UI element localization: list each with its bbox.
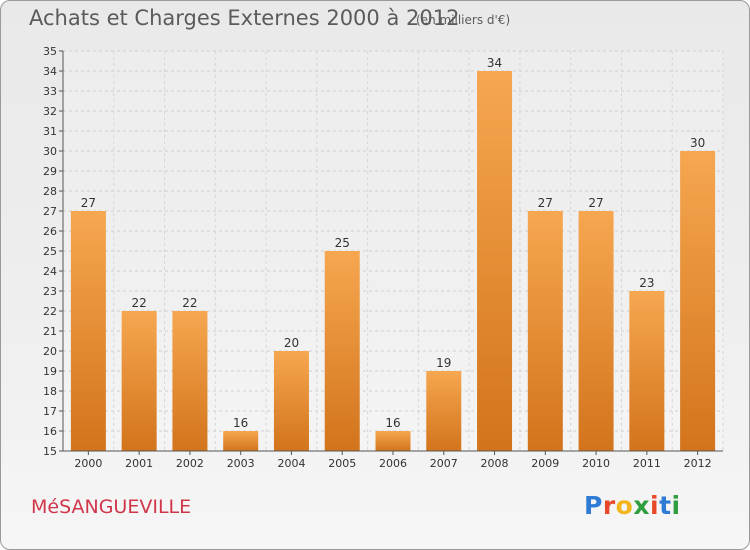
y-tick-label: 23 bbox=[43, 285, 57, 298]
x-tick-label: 2002 bbox=[176, 457, 204, 470]
y-tick-label: 17 bbox=[43, 405, 57, 418]
data-label-2004: 20 bbox=[284, 336, 299, 350]
logo-letter: r bbox=[602, 491, 616, 520]
bar-2009 bbox=[527, 211, 563, 451]
chart-subtitle: (en milliers d'€) bbox=[416, 13, 511, 27]
y-tick-label: 15 bbox=[43, 445, 57, 458]
data-label-2008: 34 bbox=[487, 56, 502, 70]
bar-2007 bbox=[426, 371, 462, 451]
bar-2002 bbox=[172, 311, 208, 451]
logo-letter: i bbox=[650, 491, 660, 520]
x-tick-label: 2006 bbox=[379, 457, 407, 470]
data-label-2007: 19 bbox=[436, 356, 451, 370]
x-tick-label: 2010 bbox=[582, 457, 610, 470]
y-tick-label: 35 bbox=[43, 45, 57, 58]
x-tick-label: 2001 bbox=[125, 457, 153, 470]
data-label-2003: 16 bbox=[233, 416, 248, 430]
y-tick-label: 22 bbox=[43, 305, 57, 318]
x-tick-label: 2011 bbox=[633, 457, 661, 470]
logo-letter: i bbox=[671, 491, 681, 520]
bar-2008 bbox=[477, 71, 513, 451]
data-label-2001: 22 bbox=[132, 296, 147, 310]
data-label-2011: 23 bbox=[639, 276, 654, 290]
y-tick-label: 16 bbox=[43, 425, 57, 438]
x-tick-label: 2007 bbox=[430, 457, 458, 470]
logo-letter: P bbox=[584, 491, 603, 520]
y-tick-label: 29 bbox=[43, 165, 57, 178]
y-tick-label: 27 bbox=[43, 205, 57, 218]
y-tick-label: 30 bbox=[43, 145, 57, 158]
data-label-2005: 25 bbox=[335, 236, 350, 250]
y-tick-label: 21 bbox=[43, 325, 57, 338]
bar-2010 bbox=[578, 211, 614, 451]
bar-2004 bbox=[273, 351, 309, 451]
chart-title: Achats et Charges Externes 2000 à 2012 bbox=[29, 6, 460, 30]
bar-2000 bbox=[70, 211, 106, 451]
y-tick-label: 26 bbox=[43, 225, 57, 238]
y-tick-label: 33 bbox=[43, 85, 57, 98]
y-tick-label: 18 bbox=[43, 385, 57, 398]
data-label-2012: 30 bbox=[690, 136, 705, 150]
y-tick-label: 31 bbox=[43, 125, 57, 138]
data-label-2010: 27 bbox=[588, 196, 603, 210]
data-label-2002: 22 bbox=[182, 296, 197, 310]
proxiti-logo: Proxiti bbox=[584, 491, 681, 520]
bar-2012 bbox=[680, 151, 716, 451]
bar-2011 bbox=[629, 291, 665, 451]
bar-2003 bbox=[223, 431, 259, 451]
commune-name: MéSANGUEVILLE bbox=[31, 496, 192, 518]
data-label-2009: 27 bbox=[538, 196, 553, 210]
x-tick-label: 2000 bbox=[74, 457, 102, 470]
x-tick-label: 2009 bbox=[531, 457, 559, 470]
y-tick-label: 19 bbox=[43, 365, 57, 378]
y-tick-label: 24 bbox=[43, 265, 57, 278]
data-label-2000: 27 bbox=[81, 196, 96, 210]
x-tick-label: 2012 bbox=[684, 457, 712, 470]
x-tick-label: 2005 bbox=[328, 457, 356, 470]
logo-letter: t bbox=[659, 491, 672, 520]
x-tick-label: 2004 bbox=[277, 457, 305, 470]
x-tick-label: 2003 bbox=[227, 457, 255, 470]
logo-letter: o bbox=[615, 491, 634, 520]
bar-2001 bbox=[121, 311, 157, 451]
y-tick-label: 20 bbox=[43, 345, 57, 358]
data-label-2006: 16 bbox=[385, 416, 400, 430]
y-tick-label: 25 bbox=[43, 245, 57, 258]
bar-2005 bbox=[324, 251, 360, 451]
y-tick-label: 32 bbox=[43, 105, 57, 118]
y-tick-label: 34 bbox=[43, 65, 57, 78]
y-tick-label: 28 bbox=[43, 185, 57, 198]
bar-2006 bbox=[375, 431, 411, 451]
logo-letter: x bbox=[633, 491, 650, 520]
x-tick-label: 2008 bbox=[481, 457, 509, 470]
